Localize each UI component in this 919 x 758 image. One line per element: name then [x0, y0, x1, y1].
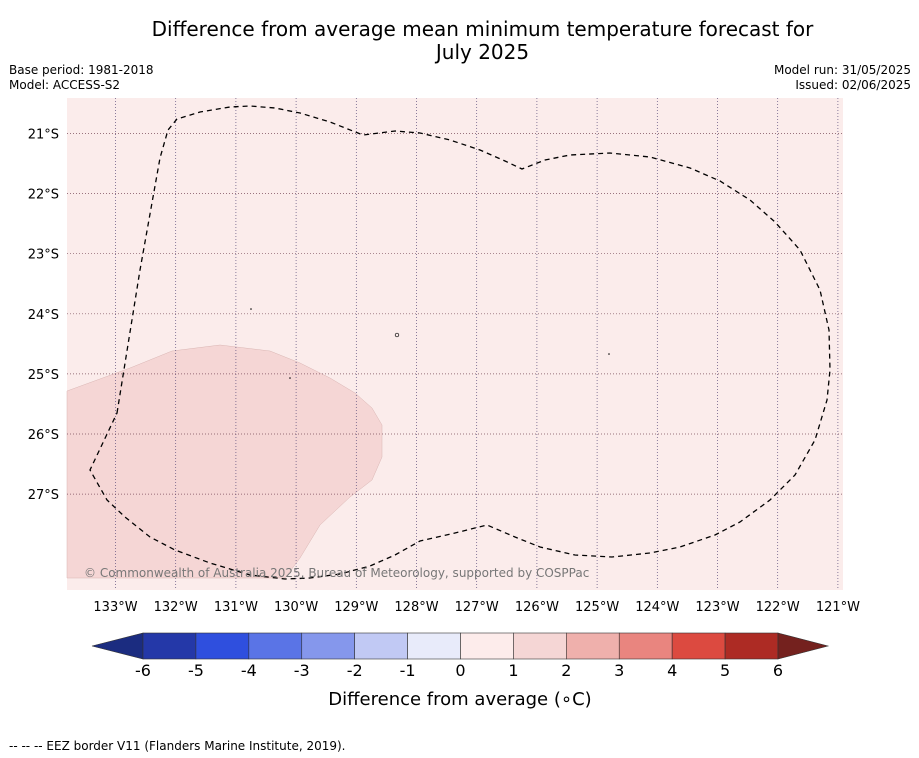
longitude-label: 128°W: [394, 600, 438, 615]
longitude-label: 125°W: [575, 600, 619, 615]
latitude-label: 23°S: [28, 248, 59, 263]
colorbar-tick-label: 1: [508, 661, 518, 680]
longitude-gridlines: [115, 98, 839, 590]
island-mark: [394, 332, 400, 338]
anomaly-region: [66, 344, 383, 579]
longitude-labels: 133°W 132°W 131°W 130°W 129°W 128°W 127°W 126°W…: [93, 600, 860, 615]
latitude-label: 27°S: [28, 488, 59, 503]
latitude-gridlines: [67, 133, 843, 495]
latitude-label: 25°S: [28, 368, 59, 383]
longitude-label: 121°W: [816, 600, 860, 615]
island-mark: [608, 353, 610, 355]
longitude-label: 123°W: [695, 600, 739, 615]
latitude-label: 22°S: [28, 188, 59, 203]
meta-left: Base period: 1981-2018 Model: ACCESS-S2: [9, 63, 154, 93]
colorbar: -6 -5 -4 -3 -2 -1 0 1 2 3 4 5 6 Difference from aver…: [91, 632, 830, 710]
colorbar-cell: [566, 632, 620, 660]
longitude-label: 130°W: [274, 600, 318, 615]
colorbar-cell: [460, 632, 514, 660]
colorbar-tick-label: -1: [400, 661, 416, 680]
eez-border: [89, 105, 831, 580]
latitude-label: 26°S: [28, 428, 59, 443]
model-text: Model: ACCESS-S2: [9, 78, 121, 92]
colorbar-high-extend: [777, 632, 830, 660]
colorbar-low-extend: [91, 632, 144, 660]
colorbar-cell: [195, 632, 250, 660]
map-title-line2: July 2025: [435, 40, 530, 64]
latitude-label: 21°S: [28, 128, 59, 143]
colorbar-tick-label: 6: [773, 661, 783, 680]
colorbar-cell: [301, 632, 355, 660]
issued-text: Issued: 02/06/2025: [795, 78, 911, 92]
longitude-label: 132°W: [154, 600, 198, 615]
colorbar-cell: [407, 632, 461, 660]
longitude-label: 122°W: [756, 600, 800, 615]
base-period-text: Base period: 1981-2018: [9, 63, 154, 77]
latitude-label: 24°S: [28, 308, 59, 323]
colorbar-cell: [142, 632, 197, 660]
island-mark: [289, 377, 291, 379]
model-run-text: Model run: 31/05/2025: [773, 63, 911, 77]
island-mark: [250, 308, 252, 310]
colorbar-tick-label: 0: [455, 661, 465, 680]
colorbar-cell: [248, 632, 303, 660]
colorbar-cell: [618, 632, 673, 660]
colorbar-title: Difference from average (∘C): [328, 689, 591, 710]
colorbar-tick-label: 3: [614, 661, 624, 680]
longitude-label: 131°W: [214, 600, 258, 615]
longitude-label: 129°W: [334, 600, 378, 615]
colorbar-tick-label: -6: [135, 661, 151, 680]
longitude-label: 133°W: [93, 600, 137, 615]
colorbar-tick-label: -5: [188, 661, 204, 680]
colorbar-tick-label: 5: [720, 661, 730, 680]
longitude-label: 127°W: [455, 600, 499, 615]
eez-footnote: -- -- -- EEZ border V11 (Flanders Marine…: [9, 739, 346, 753]
meta-right: Model run: 31/05/2025 Issued: 02/06/2025: [774, 63, 911, 93]
longitude-label: 126°W: [515, 600, 559, 615]
map-title: Difference from average mean minimum tem…: [60, 18, 905, 64]
colorbar-cell: [671, 632, 726, 660]
colorbar-tick-label: -2: [347, 661, 363, 680]
colorbar-tick-label: -4: [241, 661, 257, 680]
colorbar-cell: [513, 632, 567, 660]
longitude-label: 124°W: [635, 600, 679, 615]
colorbar-cell: [354, 632, 408, 660]
latitude-labels: 21°S 22°S 23°S 24°S 25°S 26°S 27°S: [28, 128, 59, 504]
colorbar-tick-label: 4: [667, 661, 677, 680]
colorbar-tick-label: 2: [561, 661, 571, 680]
copyright-text: © Commonwealth of Australia 2025, Bureau…: [84, 566, 589, 580]
colorbar-tick-label: -3: [294, 661, 310, 680]
map-title-line1: Difference from average mean minimum tem…: [151, 17, 814, 41]
colorbar-cell: [724, 632, 779, 660]
